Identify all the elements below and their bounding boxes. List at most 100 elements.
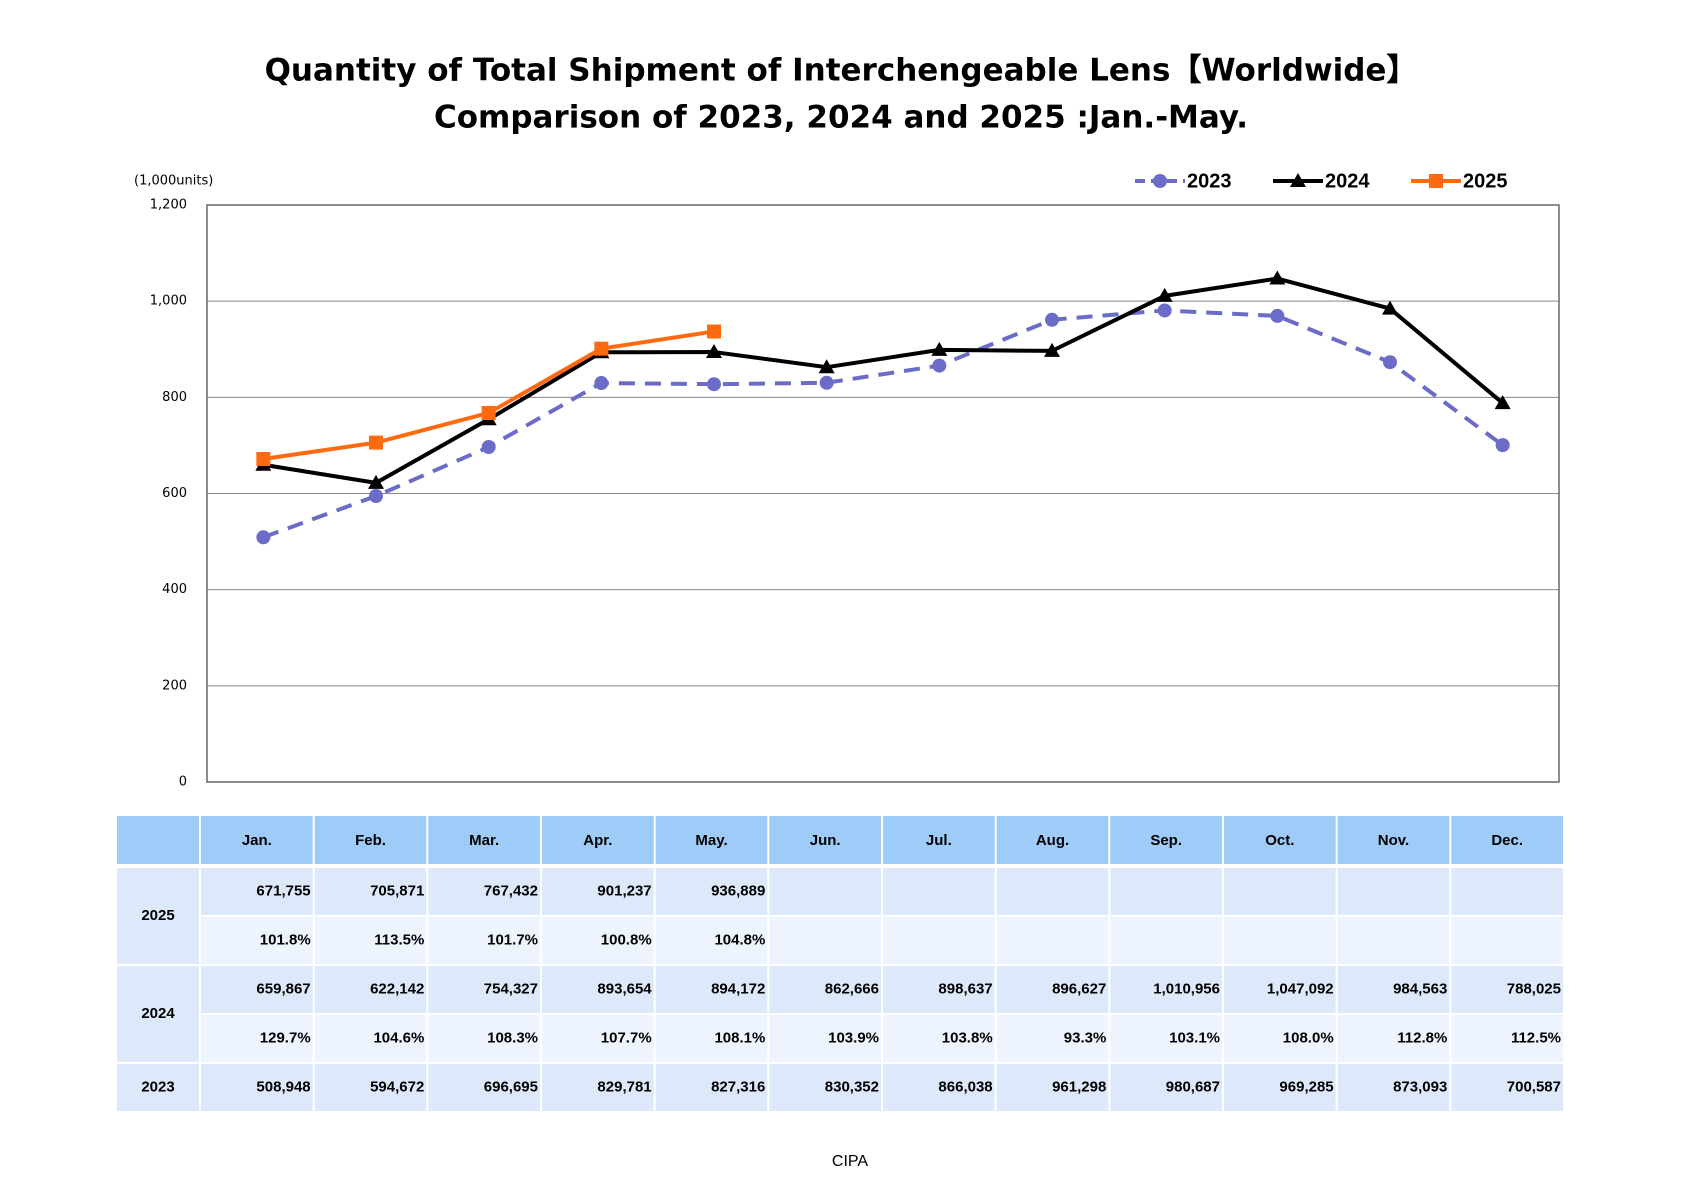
table-cell [1224,868,1336,915]
data-point [1157,303,1172,318]
table-value: 93.3% [1064,1029,1107,1046]
table-cell [1224,1064,1336,1111]
table-value: 112.5% [1511,1029,1561,1046]
table-cell [883,917,995,964]
table-cell [1451,868,1563,915]
table-header: Nov. [1378,832,1409,849]
data-point [369,489,383,504]
table-header-cell [1110,816,1222,864]
data-point [818,359,835,374]
data-point [481,440,496,455]
table-header-cell [314,816,427,864]
table-cell [655,1015,768,1062]
table-header-cell [1337,816,1450,864]
table-cell [201,868,313,915]
y-axis-label: (1,000units) [134,174,213,189]
table-header-cell [428,816,540,864]
data-point [1269,270,1286,285]
legend-label: 2024 [1325,170,1370,192]
table-cell [655,917,768,964]
table-cell [883,868,995,915]
table-value: 873,093 [1393,1078,1447,1095]
table-row-header: 2023 [141,1078,174,1095]
data-point [931,341,948,356]
table-row-header: 2025 [141,907,174,924]
table-value: 108.0% [1283,1029,1334,1046]
table-value: 104.6% [373,1029,424,1046]
y-tick-label: 400 [162,582,187,597]
table-cell [542,868,654,915]
y-tick-label: 1,000 [150,294,187,309]
table-header: Mar. [469,832,499,849]
table-value: 696,695 [484,1078,538,1095]
table-header: Jun. [810,832,841,849]
table-cell [314,966,427,1013]
data-point [819,375,834,390]
table-value: 901,237 [597,882,651,899]
table-cell [1110,868,1222,915]
plot-border [206,204,1560,783]
table-header: Oct. [1265,832,1294,849]
table-cell [883,1064,995,1111]
data-point [706,344,722,359]
y-tick-label: 600 [162,486,187,501]
table-value: 101.7% [487,931,538,948]
table-value: 961,298 [1052,1078,1106,1095]
data-point [1156,287,1173,302]
table-value: 866,038 [938,1078,992,1095]
table-cell [769,1064,881,1111]
table-value: 100.8% [601,931,652,948]
table-cell [1224,917,1336,964]
table-value: 980,687 [1166,1078,1220,1095]
table-value: 827,316 [711,1078,765,1095]
data-point [256,451,271,466]
table-cell [1110,1015,1222,1062]
table-cell [996,1064,1109,1111]
table-cell [996,868,1109,915]
table-value: 829,781 [597,1078,651,1095]
table-cell [1337,966,1450,1013]
table-value: 984,563 [1393,980,1447,997]
data-point [707,377,721,392]
table-header: Aug. [1036,832,1069,849]
table-value: 1,047,092 [1267,980,1334,997]
legend-label: 2025 [1463,170,1508,192]
table-value: 113.5% [374,931,424,948]
table-value: 894,172 [711,980,765,997]
table-cell [1451,1015,1563,1062]
data-point [1383,355,1397,370]
table-value: 103.9% [828,1029,879,1046]
table-cell [542,917,654,964]
table-value: 671,755 [256,882,310,899]
table-cell [1337,917,1450,964]
table-cell [1337,1064,1450,1111]
table-header: Dec. [1491,832,1523,849]
data-point [594,341,609,356]
table-value: 705,871 [370,882,424,899]
table-header: Sep. [1150,832,1182,849]
table-value: 969,285 [1279,1078,1333,1095]
table-value: 622,142 [370,980,424,997]
y-tick-label: 800 [162,390,187,405]
table-cell [1451,966,1563,1013]
table-cell [655,1064,768,1111]
table-cell [428,1015,540,1062]
table-header-cell [1451,816,1563,864]
table-cell [1337,868,1450,915]
table-value: 700,587 [1507,1078,1561,1095]
table-cell [314,1064,427,1111]
table-row-header-cell [117,966,199,1062]
table-value: 1,010,956 [1153,980,1220,997]
table-header-cell [542,816,654,864]
table-row-header-cell [117,1064,199,1111]
legend-marker [1290,173,1306,187]
data-point [1495,438,1510,453]
y-tick-label: 1,200 [150,198,187,213]
table-value: 107.7% [601,1029,652,1046]
table-value: 103.8% [942,1029,993,1046]
table-value: 112.8% [1397,1029,1447,1046]
table-header: Apr. [583,832,612,849]
table-cell [428,1064,540,1111]
table-row-header-cell [117,868,199,964]
